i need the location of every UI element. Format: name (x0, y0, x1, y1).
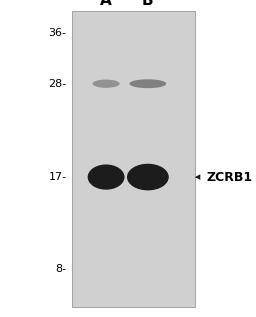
Text: ZCRB1: ZCRB1 (206, 171, 252, 184)
Ellipse shape (88, 165, 124, 190)
Ellipse shape (130, 79, 166, 88)
Text: A: A (100, 0, 112, 8)
Text: B: B (142, 0, 154, 8)
Bar (72, 11, 195, 307)
Ellipse shape (93, 80, 120, 88)
Text: 28-: 28- (48, 79, 67, 89)
Text: 36-: 36- (49, 28, 67, 38)
Text: 8-: 8- (56, 264, 67, 274)
Text: 17-: 17- (48, 172, 67, 182)
Ellipse shape (127, 164, 169, 191)
